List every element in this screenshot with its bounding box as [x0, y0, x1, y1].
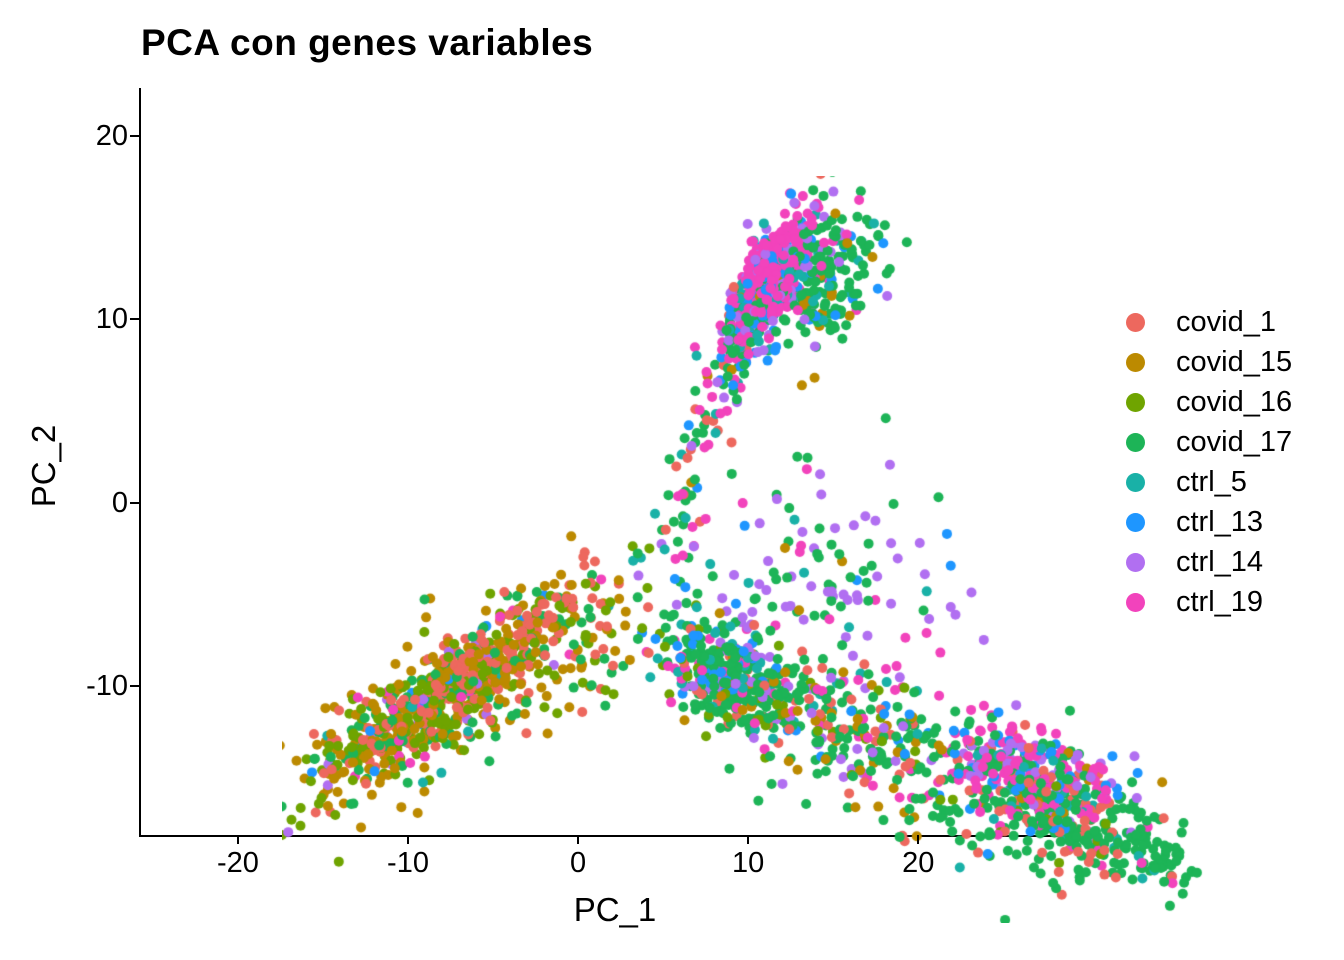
legend-item-ctrl_14: ctrl_14: [1126, 542, 1292, 582]
y-tick-mark: [130, 134, 139, 137]
legend-item-covid_1: covid_1: [1126, 302, 1292, 342]
chart-title: PCA con genes variables: [141, 22, 594, 63]
legend-item-ctrl_13: ctrl_13: [1126, 502, 1292, 542]
legend-label: covid_15: [1176, 346, 1293, 378]
legend-color-dot: [1126, 392, 1145, 412]
plot-panel: [139, 88, 1231, 923]
y-tick-label: 20: [95, 119, 128, 152]
y-axis-title: PC_2: [25, 424, 62, 508]
y-tick-label: -10: [86, 670, 128, 703]
y-tick-label: 10: [95, 303, 128, 336]
legend-item-covid_15: covid_15: [1126, 342, 1292, 382]
x-tick-label: -20: [216, 847, 259, 879]
legend-color-dot: [1126, 472, 1145, 492]
legend-color-dot: [1126, 552, 1145, 572]
x-tick-mark: [577, 835, 580, 844]
legend-label: covid_1: [1176, 306, 1276, 338]
x-tick-label: -10: [387, 847, 429, 879]
legend-color-dot: [1126, 512, 1145, 532]
legend-label: ctrl_5: [1176, 466, 1247, 498]
legend-label: covid_17: [1176, 426, 1293, 458]
legend-label: ctrl_19: [1176, 586, 1264, 618]
x-axis-title: PC_1: [573, 891, 657, 928]
y-tick-label: 0: [111, 486, 128, 519]
legend-color-dot: [1126, 312, 1145, 332]
x-tick-mark: [917, 835, 920, 844]
legend-label: covid_16: [1176, 386, 1293, 418]
y-tick-mark: [130, 501, 139, 504]
scatter-points-canvas: [282, 176, 1231, 923]
legend-color-dot: [1126, 592, 1145, 612]
x-tick-label: 10: [732, 847, 765, 879]
legend-color-dot: [1126, 432, 1145, 452]
legend-label: ctrl_14: [1176, 546, 1264, 578]
legend-item-ctrl_19: ctrl_19: [1126, 582, 1292, 622]
x-tick-mark: [407, 835, 409, 844]
x-tick-label: 0: [570, 847, 587, 879]
x-tick-label: 20: [902, 847, 935, 879]
x-tick-mark: [747, 835, 750, 844]
legend-color-dot: [1126, 352, 1145, 372]
x-tick-mark: [236, 835, 239, 844]
legend-label: ctrl_13: [1176, 506, 1264, 538]
legend-item-covid_17: covid_17: [1126, 422, 1292, 462]
y-tick-mark: [130, 318, 139, 321]
legend-item-covid_16: covid_16: [1126, 382, 1292, 422]
y-tick-mark: [130, 685, 139, 688]
legend-item-ctrl_5: ctrl_5: [1126, 462, 1292, 502]
